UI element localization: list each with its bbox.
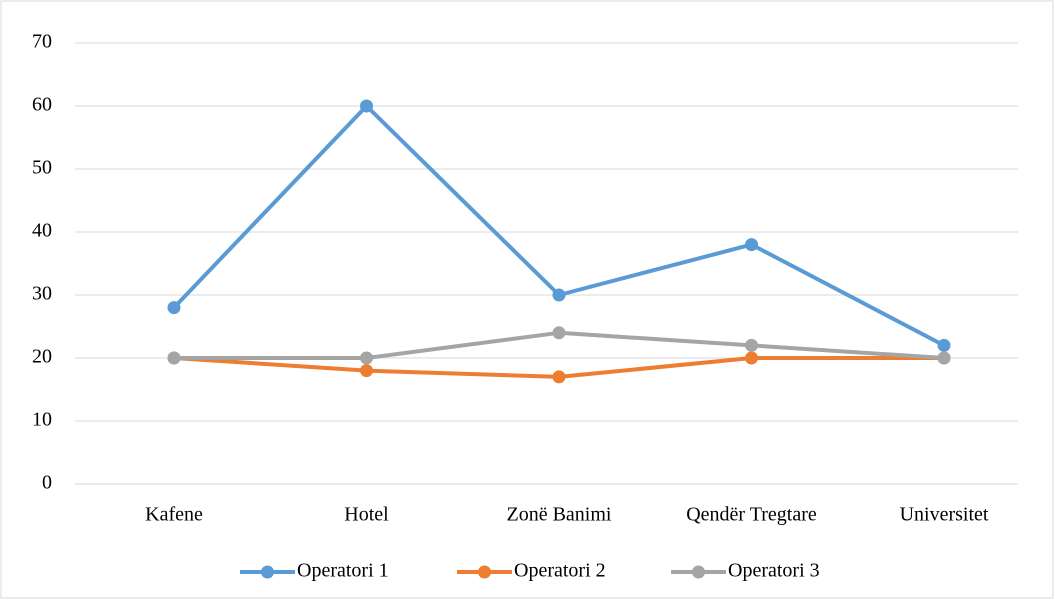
y-tick-label: 40: [32, 220, 52, 242]
y-tick-label: 0: [42, 472, 52, 494]
legend-label: Operatori 1: [297, 560, 389, 582]
data-point: [167, 351, 181, 365]
data-point: [552, 288, 566, 302]
y-tick-label: 10: [32, 409, 52, 431]
data-point: [360, 364, 373, 378]
data-point: [360, 351, 373, 365]
legend-marker: [692, 565, 705, 579]
y-tick-label: 70: [32, 31, 52, 53]
data-point: [167, 301, 181, 315]
x-tick-label: Universitet: [900, 504, 989, 526]
legend-marker: [478, 565, 491, 579]
data-point: [937, 351, 951, 365]
data-point: [552, 326, 566, 340]
data-point: [745, 238, 758, 252]
legend-label: Operatori 3: [728, 560, 820, 582]
legend-marker: [261, 565, 274, 579]
y-tick-label: 60: [32, 94, 52, 116]
data-point: [360, 99, 373, 113]
legend-label: Operatori 2: [514, 560, 606, 582]
y-tick-label: 30: [32, 283, 52, 305]
y-tick-label: 50: [32, 157, 52, 179]
y-tick-label: 20: [32, 346, 52, 368]
x-tick-label: Hotel: [344, 504, 389, 526]
data-point: [937, 338, 951, 352]
data-point: [745, 338, 758, 352]
x-tick-label: Zonë Banimi: [507, 504, 612, 526]
data-point: [552, 370, 566, 384]
x-tick-label: Kafene: [145, 504, 203, 526]
data-point: [745, 351, 758, 365]
x-tick-label: Qendër Tregtare: [686, 504, 817, 526]
